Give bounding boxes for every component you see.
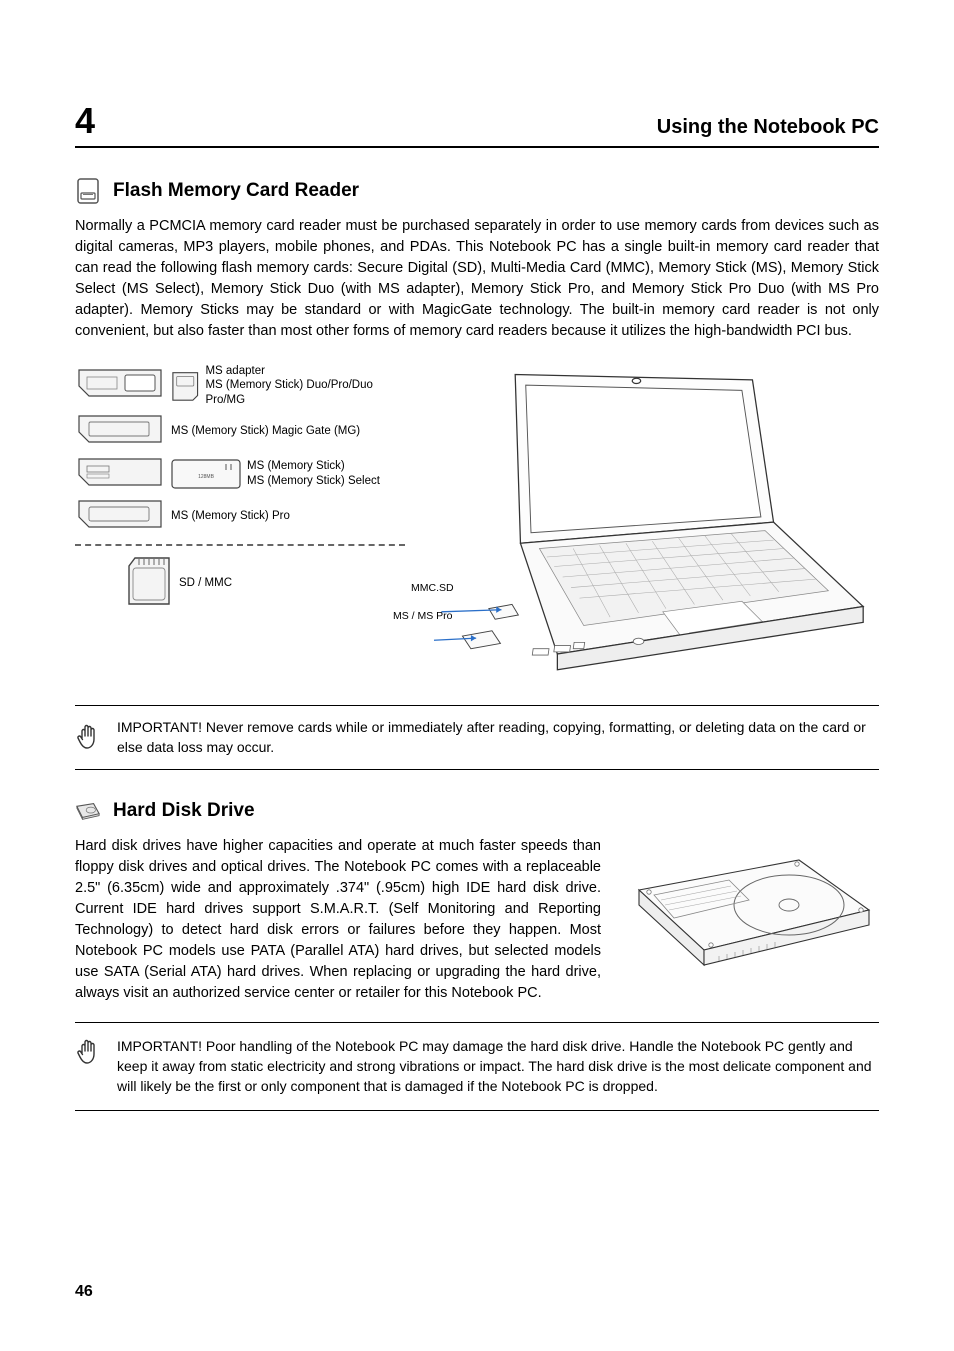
flash-reader-paragraph: Normally a PCMCIA memory card reader mus…	[75, 216, 879, 342]
flash-reader-body: Normally a PCMCIA memory card reader mus…	[75, 216, 879, 342]
hdd-heading: Hard Disk Drive	[113, 800, 255, 822]
note-text: IMPORTANT! Poor handling of the Notebook…	[117, 1037, 879, 1096]
hdd-body: Hard disk drives have higher capacities …	[75, 836, 601, 1004]
card-label: SD / MMC	[179, 576, 232, 590]
flash-reader-heading-row: Flash Memory Card Reader	[75, 178, 879, 204]
cards-diagram-row: MS adapter MS (Memory Stick) Duo/Pro/Duo…	[75, 364, 879, 680]
page-number: 46	[75, 1283, 93, 1301]
section-header: 4 Using the Notebook PC	[75, 100, 879, 148]
card-secondary-label: MS (Memory Stick) Duo/Pro/Duo Pro/MG	[205, 379, 372, 405]
card-secondary-label: MS (Memory Stick) Select	[247, 475, 380, 487]
hdd-heading-row: Hard Disk Drive	[75, 798, 879, 824]
ms-adapter-icon	[75, 367, 165, 403]
ms-duo-icon	[171, 370, 199, 402]
card-label: MS (Memory Stick) Pro	[171, 509, 290, 523]
svg-text:128MB: 128MB	[198, 474, 215, 480]
callout-mmc-sd: MMC.SD	[411, 582, 454, 594]
flash-reader-warning: IMPORTANT! Never remove cards while or i…	[75, 705, 879, 770]
flash-reader-heading: Flash Memory Card Reader	[113, 180, 359, 202]
sd-mmc-icon	[125, 556, 173, 610]
card-item-ms-select: 128MB MS (Memory Stick) MS (Memory Stick…	[75, 456, 405, 492]
section-number: 4	[75, 100, 95, 142]
cards-column: MS adapter MS (Memory Stick) Duo/Pro/Duo…	[75, 364, 405, 617]
hdd-note: IMPORTANT! Poor handling of the Notebook…	[75, 1022, 879, 1111]
laptop-diagram: MMC.SD MS / MS Pro	[415, 364, 879, 680]
hand-stop-icon	[75, 1037, 101, 1067]
card-item-sd-mmc: SD / MMC	[125, 556, 405, 610]
ms-pro-icon	[75, 498, 165, 534]
hdd-content-row: Hard disk drives have higher capacities …	[75, 836, 879, 1004]
hand-stop-icon	[75, 724, 101, 752]
callout-ms-pro: MS / MS Pro	[393, 610, 453, 622]
ms-mg-icon	[75, 413, 165, 449]
ms-select-icon: 128MB	[171, 458, 241, 490]
card-primary-label: MS (Memory Stick)	[247, 460, 345, 472]
card-label: MS adapter MS (Memory Stick) Duo/Pro/Duo…	[205, 364, 405, 407]
card-primary-label: MS adapter	[205, 365, 264, 377]
laptop-icon	[415, 364, 879, 675]
warning-text: IMPORTANT! Never remove cards while or i…	[117, 718, 879, 757]
ms-icon	[75, 456, 165, 492]
section-title: Using the Notebook PC	[657, 116, 879, 139]
page: 4 Using the Notebook PC Flash Memory Car…	[0, 0, 954, 1351]
card-label: MS (Memory Stick) MS (Memory Stick) Sele…	[247, 459, 380, 488]
card-divider	[75, 544, 405, 546]
card-reader-icon	[75, 178, 101, 204]
card-label: MS (Memory Stick) Magic Gate (MG)	[171, 424, 360, 438]
card-item-ms-adapter: MS adapter MS (Memory Stick) Duo/Pro/Duo…	[75, 364, 405, 407]
hdd-illustration	[619, 850, 879, 985]
hdd-icon	[75, 798, 101, 824]
card-item-ms-pro: MS (Memory Stick) Pro	[75, 498, 405, 534]
card-item-ms-mg: MS (Memory Stick) Magic Gate (MG)	[75, 413, 405, 449]
